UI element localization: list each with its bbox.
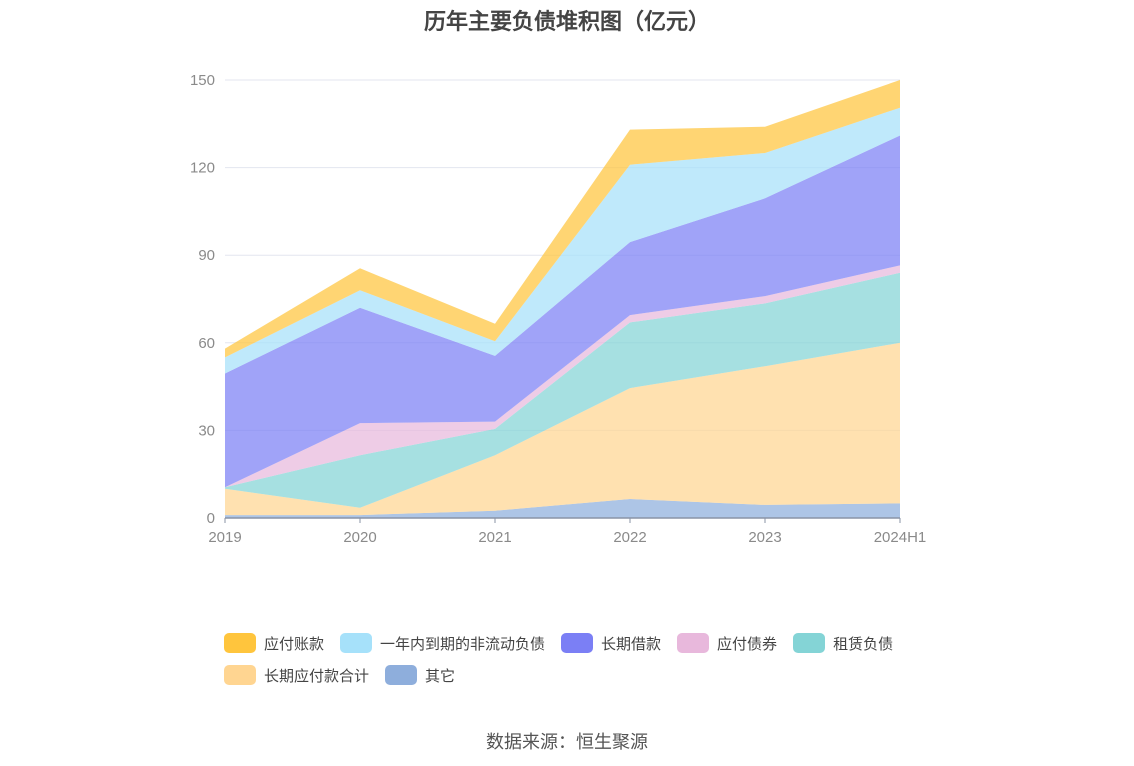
legend-item[interactable]: 租赁负债 (793, 632, 893, 654)
area-series-2[interactable] (225, 272, 900, 508)
legend-item[interactable]: 应付债券 (677, 632, 777, 654)
legend-item[interactable]: 其它 (385, 664, 455, 686)
x-tick-label: 2024H1 (874, 529, 927, 546)
area-series-3[interactable] (225, 265, 900, 488)
legend-label: 应付债券 (717, 635, 778, 653)
source-note: 数据来源：恒生聚源 (486, 732, 648, 752)
chart-title: 历年主要负债堆积图（亿元） (423, 9, 710, 34)
axes: 0 30 60 90 120 150 2019 2020 2021 2022 2023 2024H1 (190, 72, 926, 546)
legend-label: 应付账款 (264, 635, 325, 653)
legend-swatch (385, 665, 418, 685)
legend-swatch (340, 633, 373, 653)
y-tick-label: 90 (198, 247, 215, 264)
area-series-4[interactable] (225, 135, 900, 488)
x-tick-label: 2022 (613, 529, 646, 546)
legend-swatch (224, 633, 256, 653)
area-series-5[interactable] (225, 107, 900, 374)
area-series-1[interactable] (225, 342, 900, 516)
legend-label: 一年内到期的非流动负债 (380, 635, 546, 653)
legend: 应付账款 一年内到期的非流动负债 长期借款 应付债券 租赁负债长期应付款合计 其它 (224, 632, 944, 686)
legend-swatch (224, 665, 256, 685)
legend-label: 长期应付款合计 (264, 667, 370, 685)
x-tick-label: 2019 (208, 529, 241, 546)
y-tick-label: 60 (198, 335, 215, 352)
y-tick-label: 150 (190, 72, 215, 89)
y-tick-label: 120 (190, 160, 215, 177)
legend-swatch (793, 633, 826, 653)
legend-item[interactable]: 长期借款 (561, 632, 661, 654)
legend-label: 租赁负债 (833, 635, 894, 653)
legend-label: 其它 (425, 667, 456, 685)
x-tick-label: 2021 (478, 529, 511, 546)
legend-item[interactable]: 一年内到期的非流动负债 (340, 632, 545, 654)
area-series-0[interactable] (225, 499, 900, 518)
legend-label: 长期借款 (601, 635, 662, 653)
legend-item[interactable]: 长期应付款合计 (224, 664, 369, 686)
y-tick-label: 0 (207, 510, 215, 527)
area-series-layer (225, 80, 900, 518)
legend-item[interactable]: 应付账款 (224, 632, 324, 654)
legend-swatch (561, 633, 594, 653)
x-tick-label: 2023 (748, 529, 781, 546)
x-tick-label: 2020 (343, 529, 376, 546)
area-series-6[interactable] (225, 80, 900, 358)
y-tick-label: 30 (198, 422, 215, 439)
legend-swatch (677, 633, 710, 653)
